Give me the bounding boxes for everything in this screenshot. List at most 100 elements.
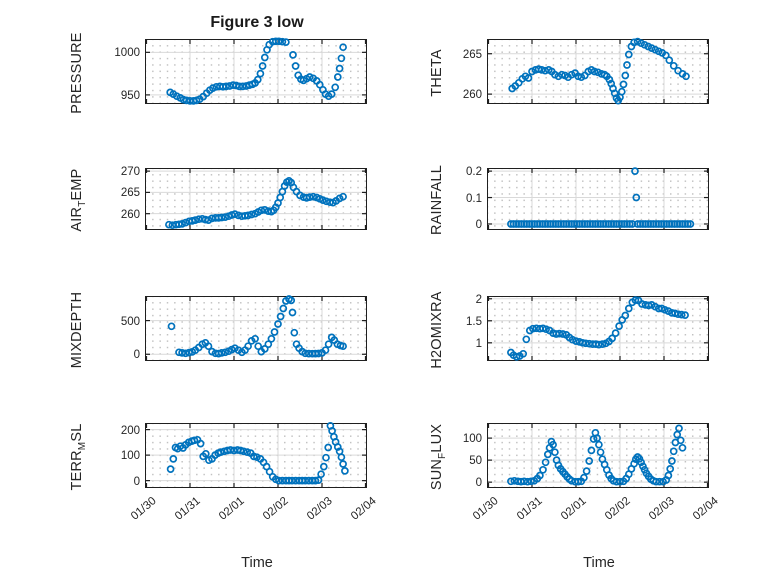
data-point bbox=[542, 325, 551, 334]
data-point bbox=[337, 54, 346, 63]
plot-canvas-h2omixra bbox=[488, 296, 709, 362]
y-axis-label-pressure: PRESSURE bbox=[69, 32, 85, 113]
y-tick-label: 2 bbox=[475, 293, 482, 306]
data-point bbox=[183, 96, 191, 105]
data-point bbox=[527, 477, 536, 486]
data-point bbox=[652, 478, 661, 486]
data-point bbox=[612, 329, 620, 338]
data-point bbox=[572, 337, 581, 346]
data-point bbox=[197, 440, 205, 448]
data-point bbox=[320, 463, 329, 471]
data-point bbox=[536, 472, 545, 480]
data-point bbox=[684, 220, 693, 229]
data-point bbox=[244, 211, 253, 220]
plot-canvas-mixdepth bbox=[146, 295, 367, 361]
data-point bbox=[248, 211, 256, 219]
data-point bbox=[271, 328, 279, 337]
data-point bbox=[334, 73, 343, 82]
data-point bbox=[311, 477, 320, 485]
data-point bbox=[165, 221, 174, 229]
x-tick-label: 01/30 bbox=[128, 495, 159, 523]
data-point bbox=[306, 193, 314, 202]
x-axis-label-left: Time bbox=[241, 555, 273, 571]
y-axis-label-mixdepth: MIXDEPTH bbox=[69, 291, 85, 368]
ylabel-text: PRESSURE bbox=[69, 31, 85, 114]
data-point bbox=[290, 329, 299, 337]
data-point bbox=[681, 311, 690, 320]
ylabel-subscript: T bbox=[76, 200, 88, 207]
data-point bbox=[261, 54, 270, 62]
x-tick-label: 02/01 bbox=[558, 495, 589, 523]
data-point bbox=[618, 88, 627, 96]
data-point bbox=[334, 443, 343, 452]
data-point bbox=[631, 167, 640, 176]
data-point bbox=[167, 465, 175, 474]
data-point bbox=[221, 213, 230, 222]
x-tick-label: 02/02 bbox=[602, 495, 633, 523]
data-point bbox=[522, 335, 531, 344]
data-point bbox=[227, 446, 235, 455]
data-point bbox=[675, 424, 684, 433]
y-tick-label: 0 bbox=[475, 477, 482, 490]
data-point bbox=[235, 82, 244, 91]
data-point bbox=[674, 310, 683, 319]
data-point bbox=[593, 434, 602, 443]
data-point bbox=[319, 196, 328, 205]
subplot-theta bbox=[487, 38, 710, 105]
y-tick-label: 270 bbox=[120, 166, 140, 179]
data-point bbox=[598, 340, 607, 349]
data-point bbox=[621, 312, 630, 320]
data-point bbox=[638, 300, 647, 309]
data-point bbox=[682, 72, 691, 81]
data-point bbox=[551, 448, 560, 457]
data-point bbox=[616, 478, 625, 486]
data-point bbox=[538, 66, 546, 75]
data-point bbox=[261, 206, 270, 215]
y-tick-label: 260 bbox=[120, 208, 140, 221]
subplot-pressure bbox=[145, 37, 368, 106]
data-point bbox=[591, 68, 599, 76]
data-point bbox=[254, 76, 263, 84]
data-point bbox=[240, 447, 248, 456]
data-point bbox=[282, 38, 291, 47]
data-point bbox=[679, 444, 687, 453]
y-tick-label: 50 bbox=[469, 455, 482, 468]
data-point bbox=[631, 296, 640, 305]
data-point bbox=[217, 448, 226, 457]
data-point bbox=[580, 474, 589, 482]
data-point bbox=[595, 341, 604, 349]
plot-canvas-terr_msl bbox=[146, 422, 367, 488]
y-axis-label-terr_msl: TERRMSL bbox=[69, 423, 88, 490]
ylabel-text: EMP bbox=[69, 168, 85, 201]
plot-canvas-rainfall bbox=[488, 167, 709, 230]
x-tick-label: 01/31 bbox=[514, 495, 545, 523]
y-tick-label: 1 bbox=[475, 337, 482, 350]
data-point bbox=[287, 296, 296, 305]
data-point bbox=[205, 342, 213, 351]
y-tick-label: 0 bbox=[133, 475, 140, 488]
data-point bbox=[315, 476, 323, 485]
x-tick-label: 02/03 bbox=[304, 495, 335, 523]
data-point bbox=[666, 465, 675, 474]
data-point bbox=[670, 447, 678, 456]
x-axis-label-right: Time bbox=[583, 555, 615, 571]
data-point bbox=[168, 322, 176, 331]
data-point bbox=[301, 349, 310, 358]
data-point bbox=[529, 325, 538, 333]
data-point bbox=[202, 450, 211, 459]
data-point bbox=[542, 458, 550, 467]
data-point bbox=[574, 478, 583, 486]
data-point bbox=[324, 444, 333, 452]
data-point bbox=[209, 84, 218, 93]
data-point bbox=[261, 345, 270, 354]
x-tick-label: 01/31 bbox=[172, 495, 203, 523]
y-tick-label: 265 bbox=[120, 187, 140, 200]
data-point bbox=[243, 448, 252, 457]
data-point bbox=[623, 61, 632, 70]
data-point bbox=[317, 470, 326, 479]
data-point bbox=[182, 219, 190, 227]
data-point bbox=[292, 62, 300, 71]
subplot-sun_flux bbox=[487, 423, 710, 489]
data-point bbox=[632, 194, 641, 202]
data-point bbox=[520, 477, 529, 486]
